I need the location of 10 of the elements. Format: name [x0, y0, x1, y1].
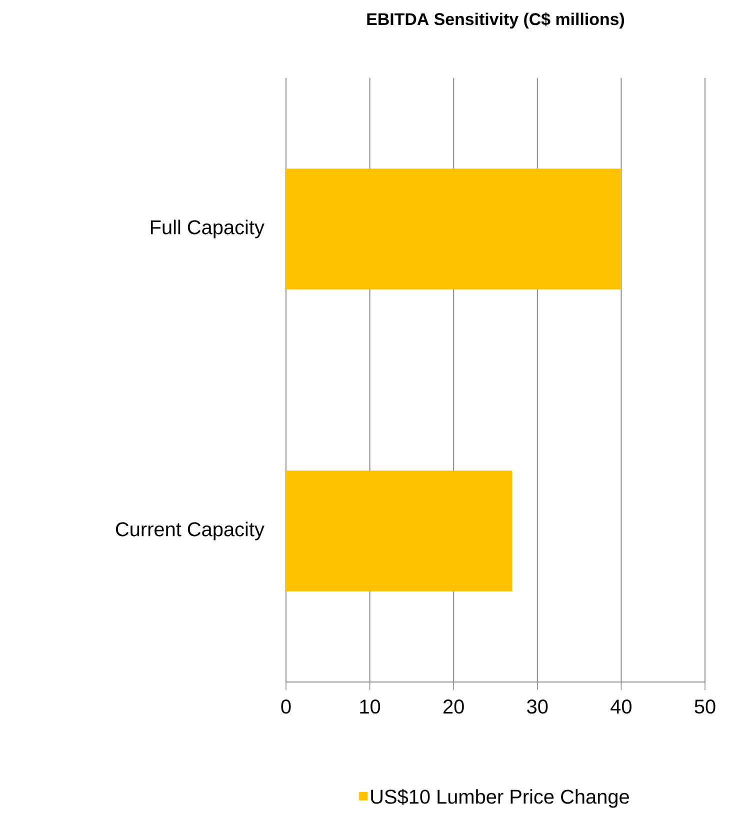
x-tick-label: 50	[694, 700, 716, 714]
x-tick-label: 40	[610, 700, 632, 714]
y-tick-label: Full Capacity	[150, 220, 264, 238]
x-tick-label: 0	[281, 700, 291, 714]
x-tick-label: 30	[527, 700, 548, 714]
chart-title: EBITDA Sensitivity (C$ millions)	[367, 12, 624, 29]
x-tick-label: 10	[360, 700, 380, 714]
legend-label: US$10 Lumber Price Change	[371, 788, 629, 808]
y-tick-label: Current Capacity	[116, 522, 264, 540]
x-tick-label: 20	[444, 700, 464, 714]
